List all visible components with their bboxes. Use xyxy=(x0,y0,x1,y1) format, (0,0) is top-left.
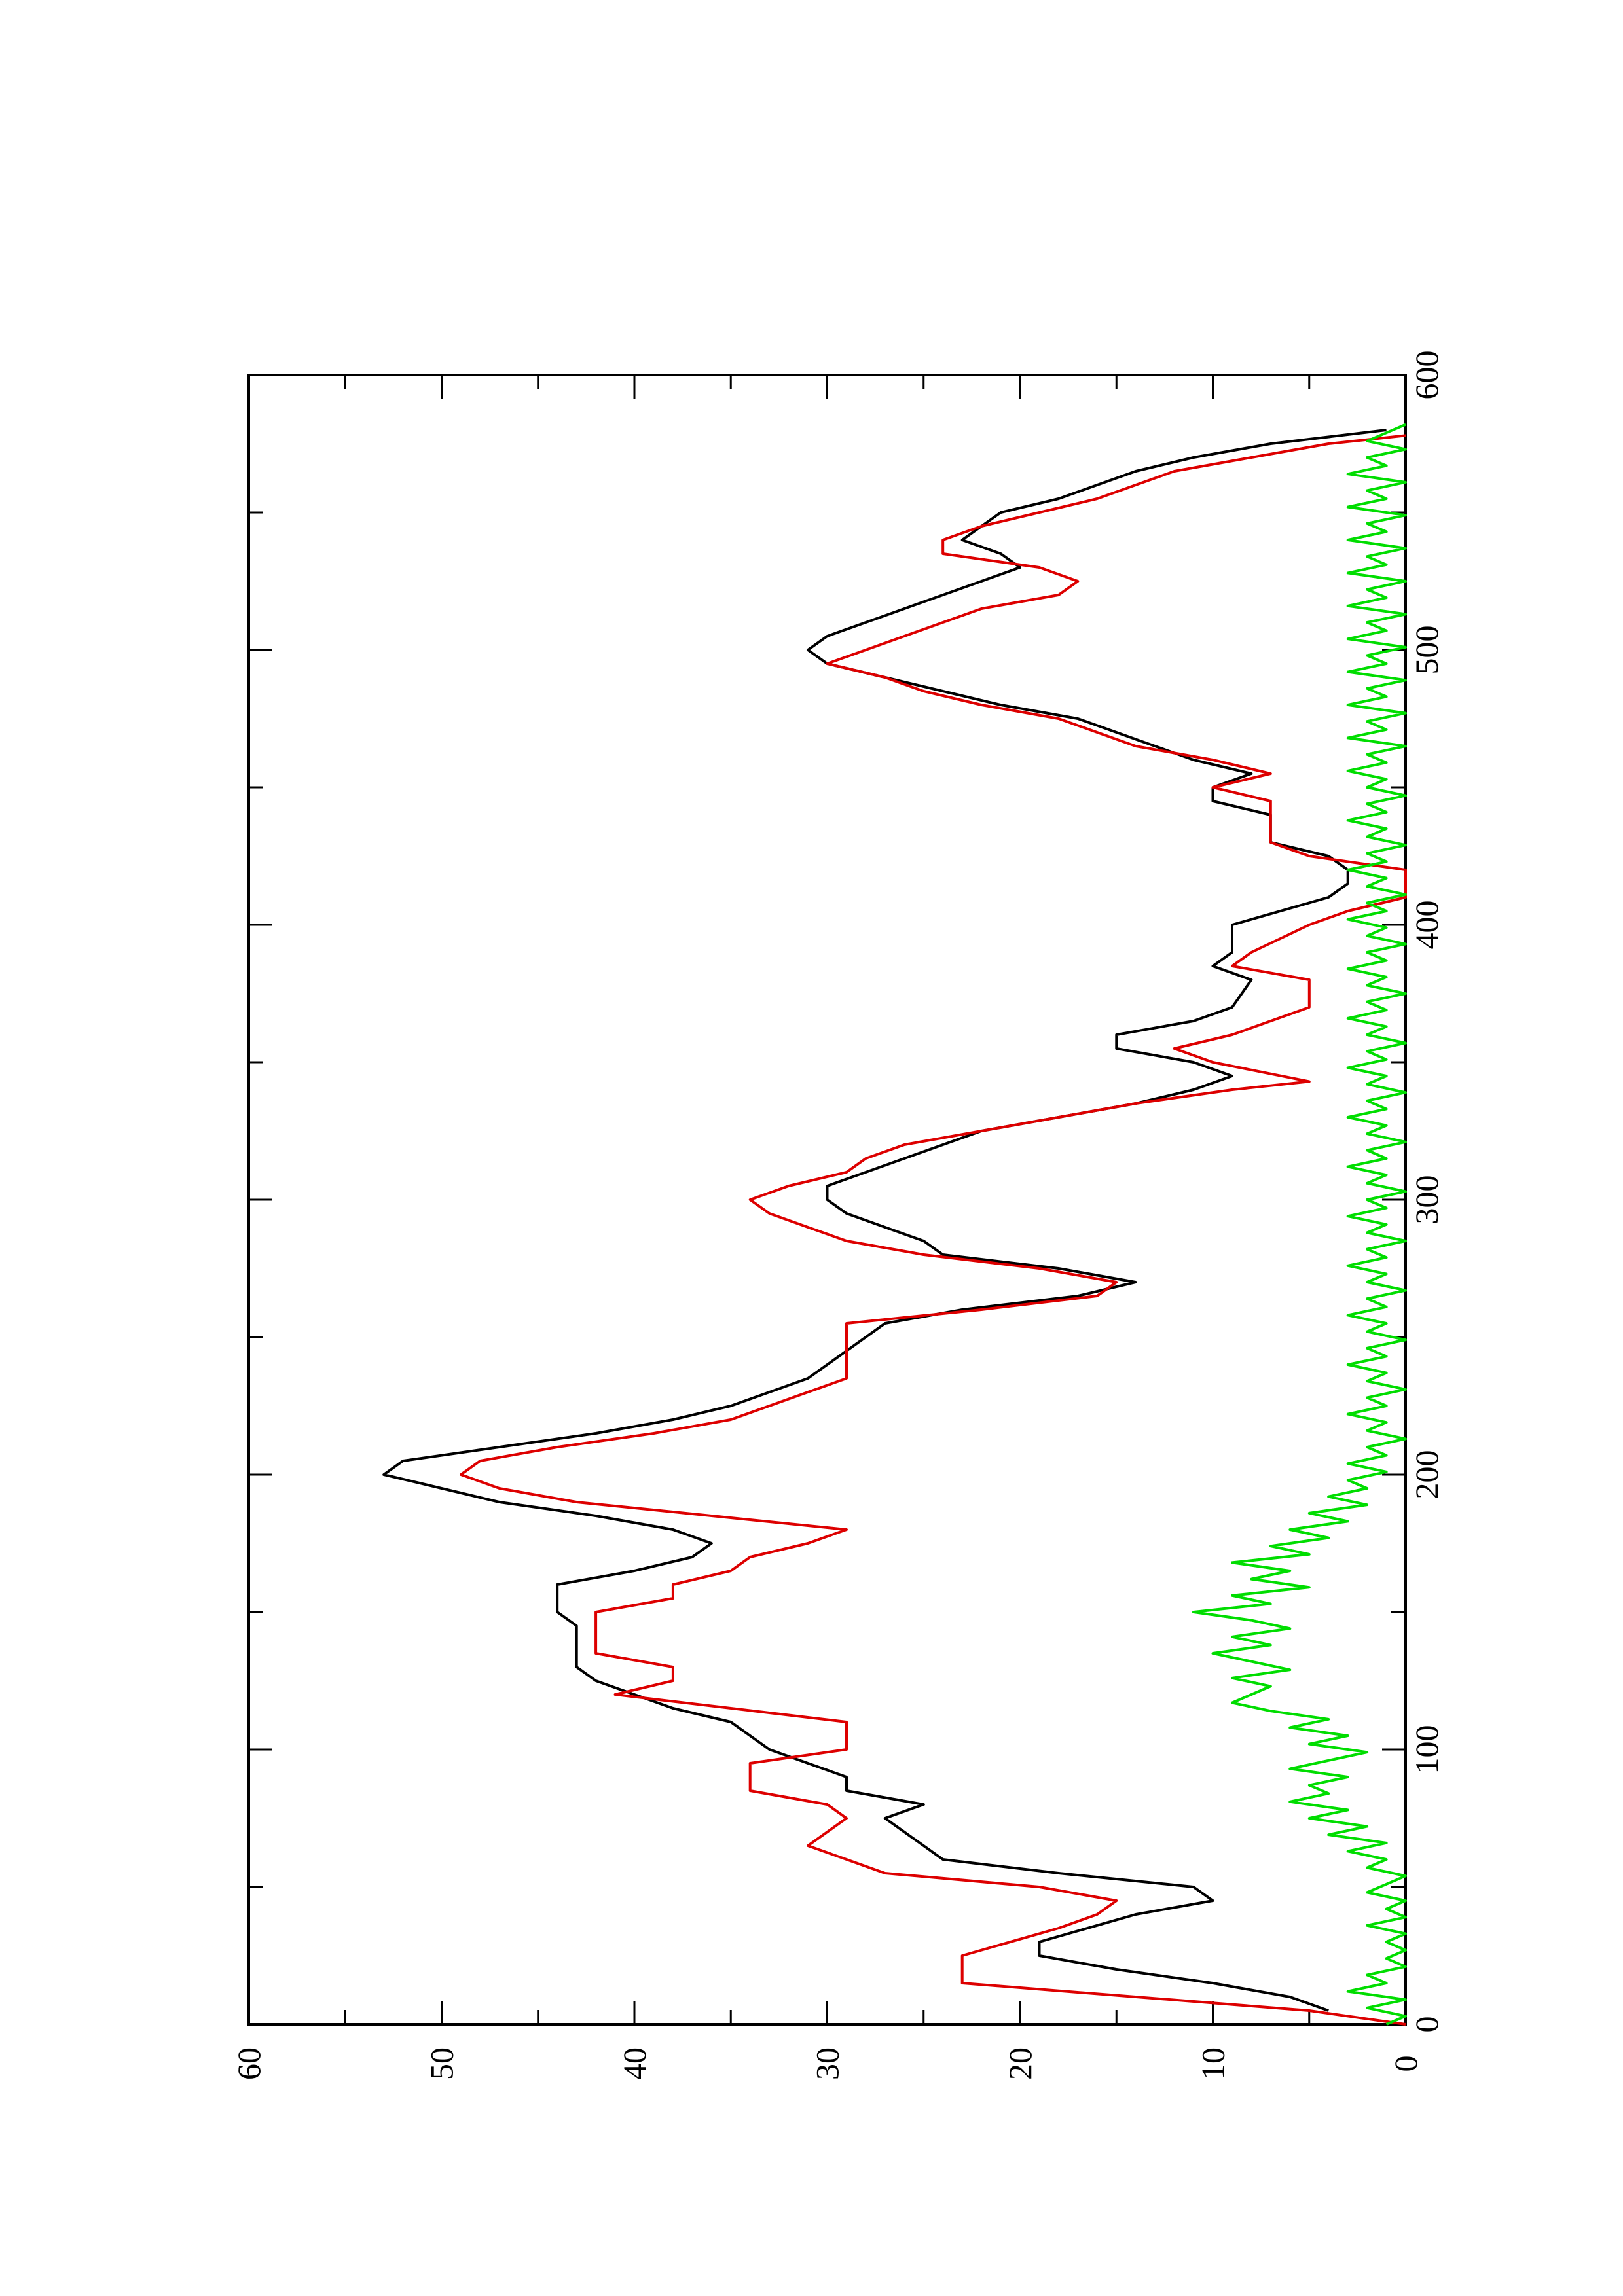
y-tick-label: 10 xyxy=(1195,2047,1231,2080)
y-tick-label: 50 xyxy=(424,2047,460,2080)
x-tick-label: 200 xyxy=(1408,1450,1445,1499)
y-tick-label: 0 xyxy=(1387,2056,1424,2072)
x-tick-label: 300 xyxy=(1408,1175,1445,1225)
series-line-3 xyxy=(1192,423,1407,2026)
series-line-2 xyxy=(460,434,1407,2026)
x-tick-label: 400 xyxy=(1408,901,1445,950)
series-line-1 xyxy=(382,429,1387,2012)
y-tick-label: 30 xyxy=(809,2047,846,2080)
y-tick-label: 40 xyxy=(616,2047,653,2080)
x-tick-label: 100 xyxy=(1408,1725,1445,1774)
tick-labels: 0 100 200 300 400 500 600 0 10 20 30 40 50 60 xyxy=(230,351,1445,2081)
axis-ticks xyxy=(247,374,1407,2026)
x-tick-label: 500 xyxy=(1408,626,1445,675)
y-tick-label: 60 xyxy=(230,2047,267,2080)
series-lines xyxy=(382,423,1407,2026)
x-tick-label: 0 xyxy=(1408,2017,1445,2033)
y-tick-label: 20 xyxy=(1002,2047,1038,2080)
x-tick-label: 600 xyxy=(1408,351,1445,400)
